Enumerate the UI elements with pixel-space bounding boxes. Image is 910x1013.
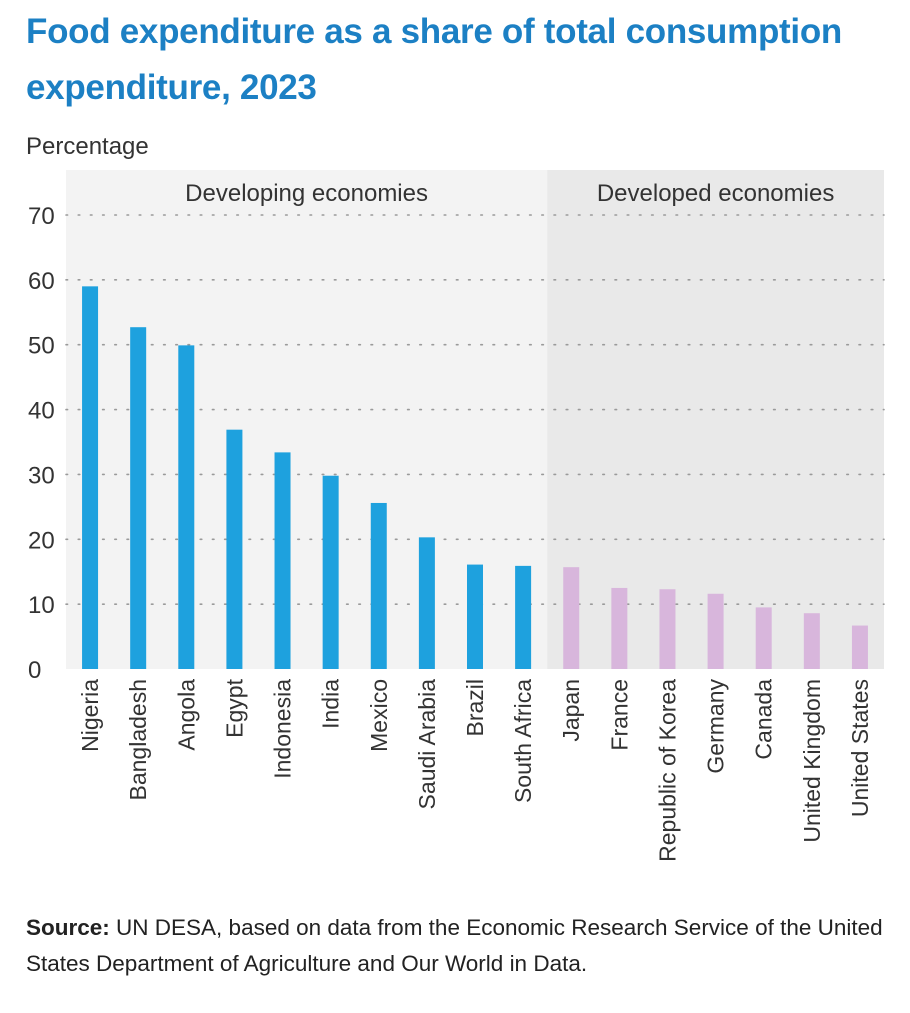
x-label-saudi-arabia: Saudi Arabia: [414, 679, 440, 810]
x-label-bangladesh: Bangladesh: [125, 679, 151, 801]
y-axis: 0 10 20 30 40 50 60 70: [28, 203, 55, 684]
x-label-canada: Canada: [751, 679, 777, 760]
x-label-mexico: Mexico: [366, 679, 392, 752]
bar-chart: 0 10 20 30 40 50 60 70 Nigeria Bangladesh Angola E…: [26, 133, 885, 862]
x-label-united-kingdom: United Kingdom: [799, 679, 825, 843]
y-tick-label: 70: [28, 203, 55, 230]
x-label-egypt: Egypt: [221, 678, 247, 737]
bar-canada: [755, 607, 772, 669]
bar-brazil: [467, 564, 483, 669]
bars: [82, 286, 868, 669]
y-tick-label: 60: [28, 268, 55, 295]
source-note: Source: UN DESA, based on data from the …: [26, 910, 886, 982]
bar-nigeria: [82, 286, 99, 669]
bar-france: [611, 587, 628, 669]
x-axis-labels: Nigeria Bangladesh Angola Egypt Indonesia Ind…: [77, 678, 873, 861]
bar-saudi-arabia: [418, 537, 435, 669]
x-label-south-africa: South Africa: [510, 679, 536, 803]
source-text: UN DESA, based on data from the Economic…: [26, 915, 883, 976]
bar-japan: [563, 567, 580, 669]
bar-republic-of-korea: [659, 589, 676, 669]
x-label-angola: Angola: [173, 679, 199, 751]
group-label-0: Developing economies: [185, 180, 428, 207]
bar-egypt: [226, 429, 243, 669]
y-tick-label: 10: [28, 592, 55, 619]
gridlines: [65, 214, 885, 605]
y-tick-label: 30: [28, 462, 55, 489]
y-tick-label: 0: [28, 657, 41, 684]
y-tick-label: 20: [28, 527, 55, 554]
bar-united-states: [851, 625, 868, 669]
y-axis-label: Percentage: [26, 133, 149, 160]
bar-india: [322, 475, 339, 669]
bar-bangladesh: [130, 327, 147, 669]
bar-south-africa: [515, 565, 532, 669]
source-label: Source:: [26, 915, 110, 940]
x-label-india: India: [318, 679, 344, 729]
x-label-japan: Japan: [558, 679, 584, 742]
y-tick-label: 40: [28, 398, 55, 425]
bar-germany: [707, 593, 724, 669]
group-panel-0: [66, 170, 548, 669]
y-tick-label: 50: [28, 333, 55, 360]
bar-angola: [178, 345, 195, 669]
group-labels: Developing economies Developed economies: [185, 180, 834, 207]
x-label-indonesia: Indonesia: [270, 679, 296, 779]
bar-mexico: [370, 502, 387, 669]
bar-united-kingdom: [803, 613, 820, 669]
group-panels: [66, 170, 884, 669]
x-label-germany: Germany: [703, 679, 729, 774]
group-label-1: Developed economies: [597, 180, 834, 207]
x-label-united-states: United States: [847, 679, 873, 817]
x-label-brazil: Brazil: [462, 679, 488, 737]
x-label-france: France: [606, 679, 632, 751]
chart-title: Food expenditure as a share of total con…: [26, 12, 842, 107]
x-label-nigeria: Nigeria: [77, 679, 103, 752]
x-label-republic-of-korea: Republic of Korea: [654, 679, 680, 862]
group-panel-1: [547, 170, 884, 669]
bar-indonesia: [274, 452, 291, 669]
